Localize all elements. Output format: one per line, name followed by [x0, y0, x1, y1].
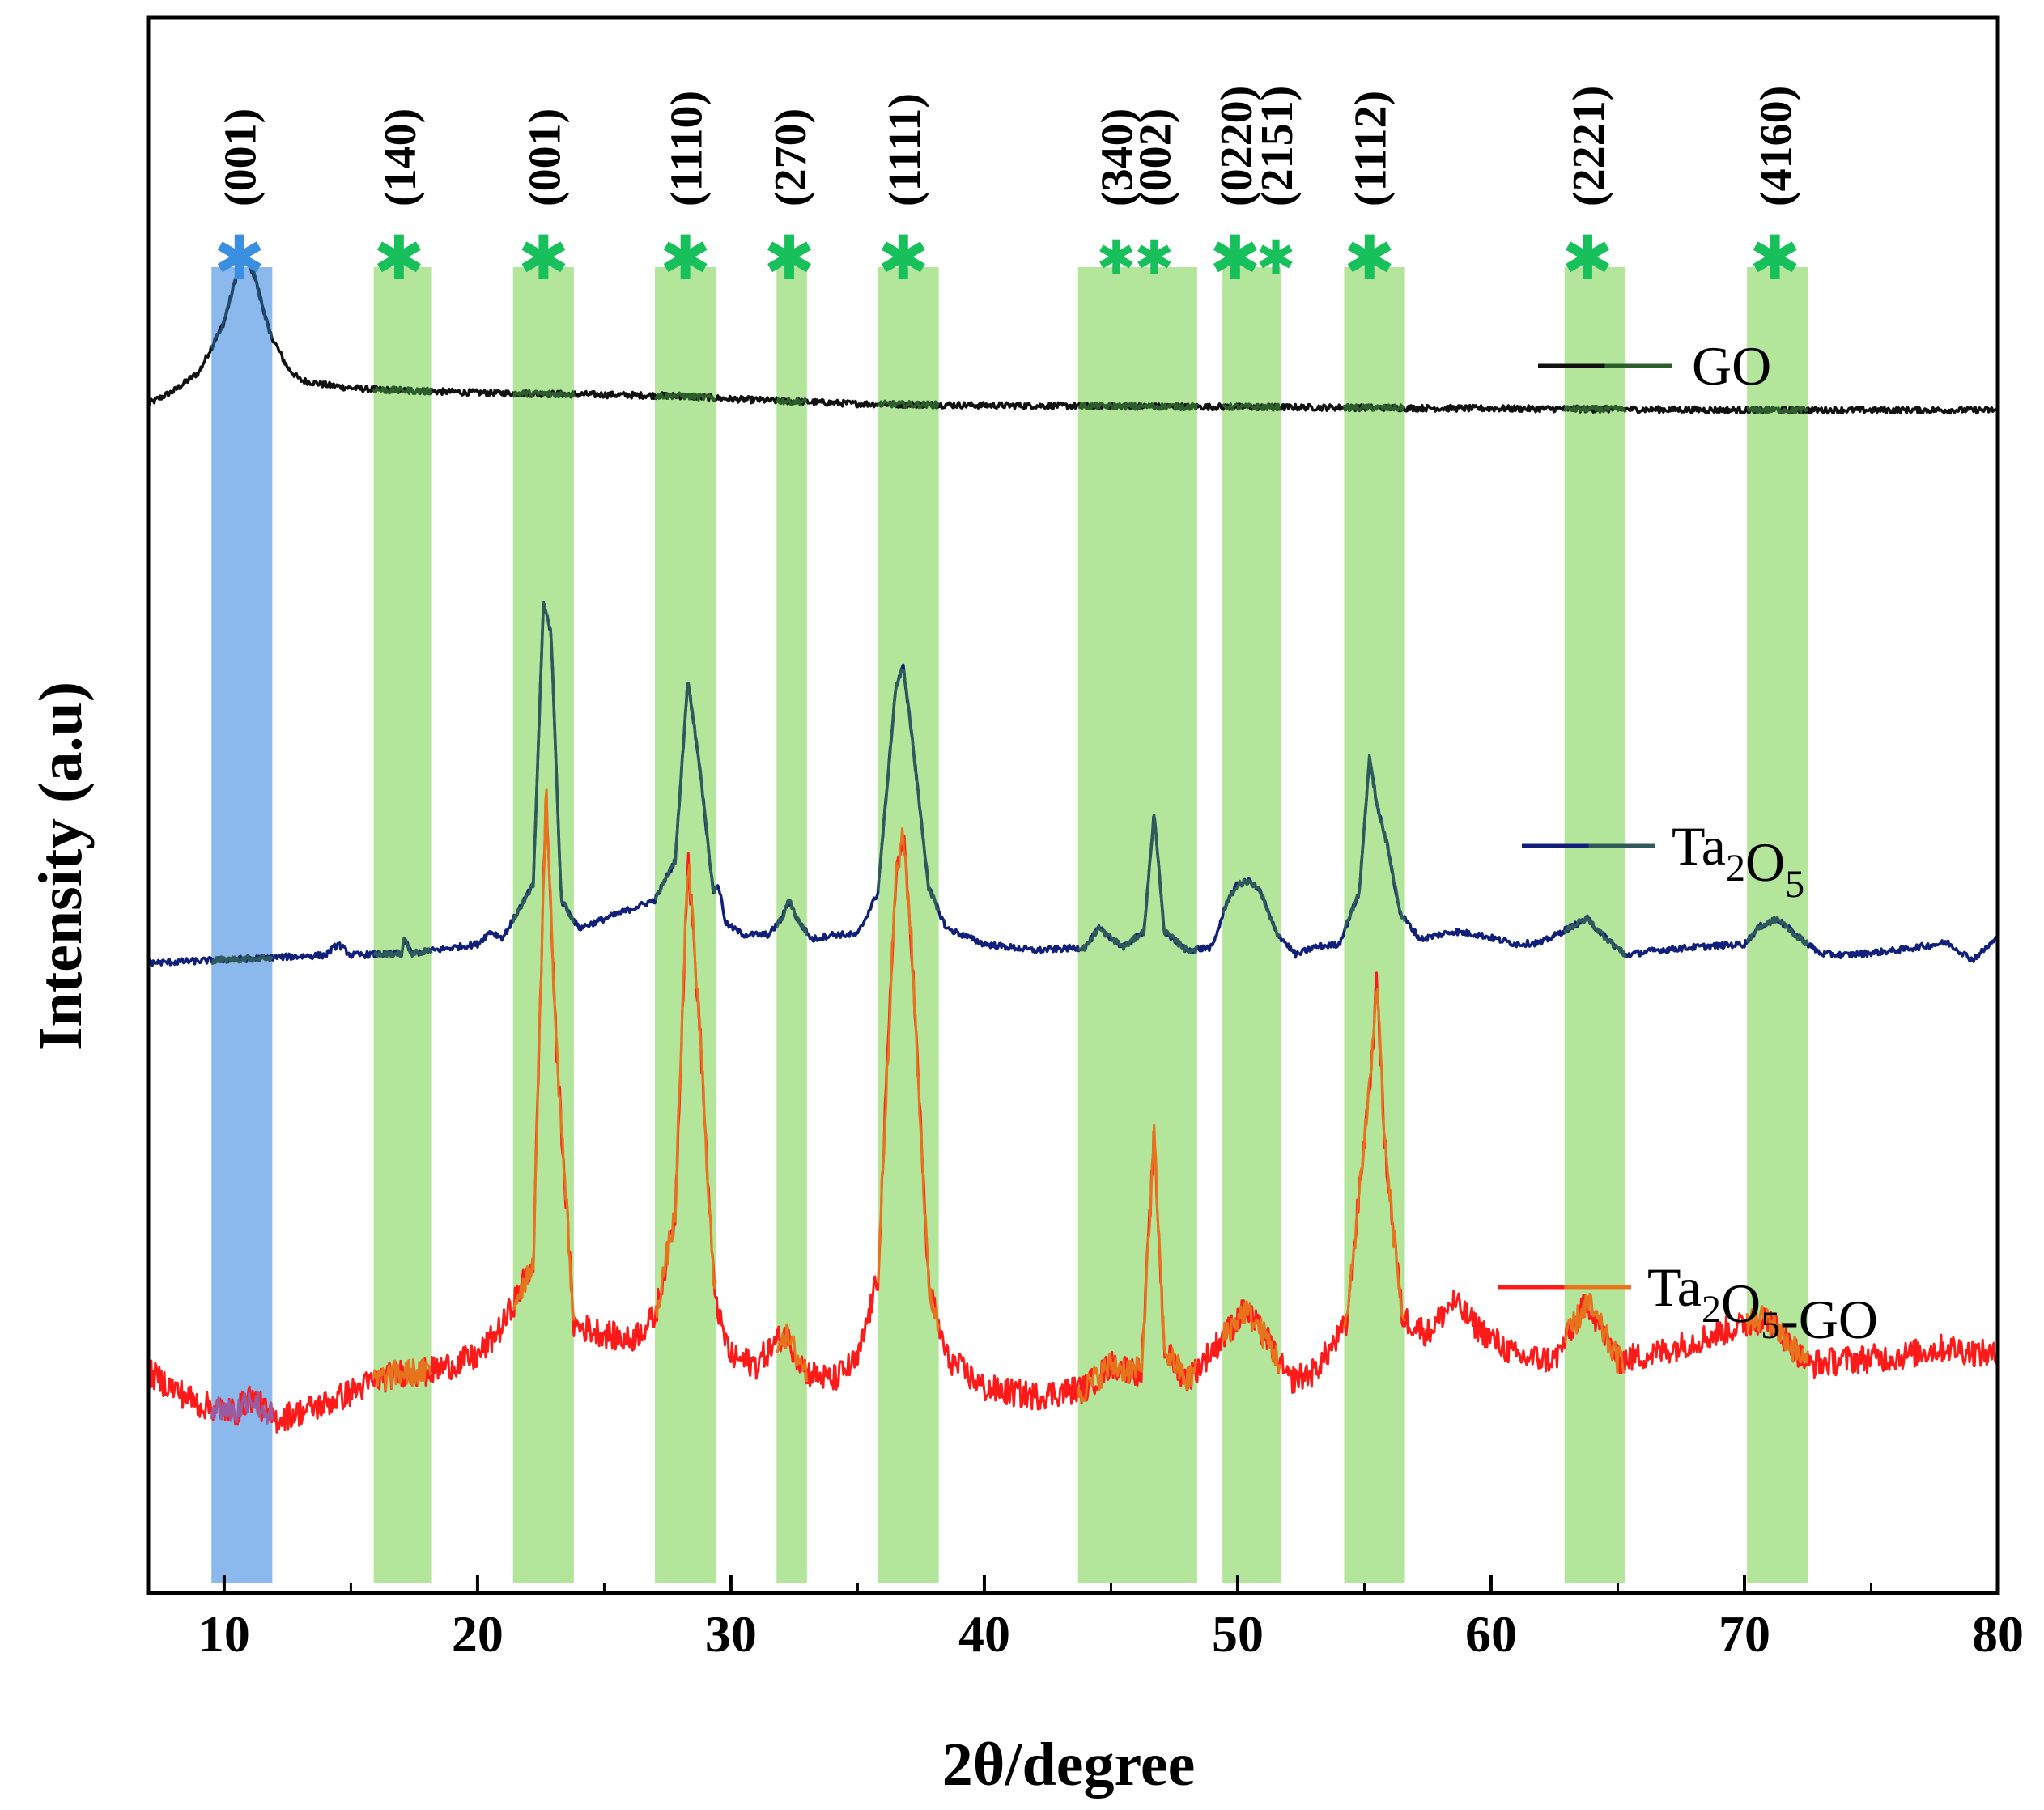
peak-bands [211, 267, 1808, 1583]
band-001-0 [211, 267, 273, 1583]
series-overlay-ta2o5-go-6 [1077, 1124, 1198, 1403]
series-overlay-ta2o5-10 [1342, 754, 1407, 932]
series-line-ta2o5 [147, 602, 1999, 967]
peak-marker-star: ✱ [214, 222, 266, 294]
series-overlay-go-8 [1221, 402, 1281, 412]
x-axis-ticks: 10 20 30 40 50 60 70 80 [198, 1575, 2024, 1663]
series-overlay-go-4 [775, 396, 808, 406]
x-tick-label: 80 [1972, 1605, 2024, 1663]
x-tick-label: 10 [198, 1605, 250, 1663]
y-axis-title: Intensity (a.u) [27, 682, 95, 1051]
band-label-340: (340) [1093, 108, 1143, 206]
band-1111-5 [878, 267, 939, 1583]
band-label-001: (001) [520, 108, 570, 206]
series-overlay-ta2o5-go-1 [372, 1358, 433, 1391]
series-overlay-ta2o5-go-4 [775, 1323, 809, 1383]
series-overlay-ta2o5-go-2 [512, 788, 576, 1321]
series-overlay-ta2o5-12 [1745, 916, 1809, 946]
series-line-go [147, 252, 1999, 415]
series-overlay-ta2o5-1 [372, 936, 433, 958]
band-label-2151: (2151) [1252, 86, 1302, 206]
band-label-001: (001) [216, 108, 266, 206]
peak-marker-star: ✱ [1344, 222, 1396, 294]
series-overlay-ta2o5-go-3 [654, 863, 717, 1319]
legend-item-ta2o5: Ta2O5 [1522, 815, 1804, 906]
band-label-4160: (4160) [1752, 86, 1802, 206]
xrd-series [147, 251, 1999, 1434]
x-tick-label: 20 [452, 1605, 504, 1663]
legend-item-go: GO [1538, 335, 1771, 397]
legend-item-ta2o5-go: Ta2O5-GO [1498, 1256, 1878, 1350]
band-label-140: (140) [376, 108, 426, 206]
peak-marker-star: ✱ [1256, 230, 1296, 285]
x-tick-label: 50 [1212, 1605, 1264, 1663]
series-line-ta2o5-go [147, 795, 1999, 1434]
legend-label: Ta2O5 [1672, 815, 1804, 906]
series-overlay-ta2o5-go-8 [1221, 1300, 1281, 1374]
peak-marker-star: ✱ [373, 222, 425, 294]
band-label-1111: (1111) [880, 93, 930, 206]
band-label-1110: (1110) [662, 91, 712, 206]
series-overlay-go-2 [512, 389, 576, 399]
band-label-1112: (1112) [1346, 91, 1396, 206]
x-tick-label: 60 [1465, 1605, 1517, 1663]
series-overlay-ta2o5-2 [511, 601, 576, 924]
x-tick-label: 40 [958, 1605, 1010, 1663]
series-overlay-ta2o5-go-5 [877, 827, 941, 1332]
peak-marker-star: ✱ [1134, 230, 1174, 285]
series-overlay-go-3 [654, 391, 717, 402]
band-labels: (001) ✱ (140) ✱ (001) ✱ (1110) ✱ (270) ✱ (1111) ✱ (3… [214, 86, 1802, 294]
peak-marker-star: ✱ [517, 222, 569, 294]
peak-marker-star: ✱ [1096, 230, 1136, 285]
x-axis-title: 2θ/degree [942, 1731, 1196, 1799]
series-overlay-ta2o5-5 [876, 668, 941, 911]
series-overlay-go-12 [1746, 406, 1808, 414]
band-label-0220: (0220) [1212, 86, 1262, 206]
series-overlay-go-5 [876, 399, 940, 410]
peak-marker-star: ✱ [763, 222, 815, 294]
series-overlay-go-1 [372, 385, 433, 396]
peak-marker-star: ✱ [1209, 222, 1261, 294]
peak-marker-star: ✱ [660, 222, 712, 294]
legend-label: Ta2O5-GO [1647, 1256, 1878, 1350]
band-0220-8 [1222, 267, 1281, 1583]
plot-frame [146, 15, 2000, 1595]
x-tick-label: 30 [705, 1605, 757, 1663]
band-label-002: (002) [1131, 108, 1181, 206]
series-overlay-ta2o5-go-10 [1342, 988, 1406, 1328]
series-overlay-go-10 [1342, 402, 1406, 413]
peak-marker-star: ✱ [1562, 222, 1613, 294]
band-label-270: (270) [766, 108, 816, 206]
peak-marker-star: ✱ [1749, 222, 1801, 294]
series-overlay-go-6 [1077, 401, 1199, 411]
series-overlay-go-0 [210, 251, 274, 350]
series-overlay-ta2o5-go-0 [210, 1391, 274, 1425]
series-overlay-go-11 [1563, 404, 1627, 414]
series-overlay-ta2o5-0 [210, 954, 274, 965]
series-overlay-ta2o5-6 [1077, 814, 1199, 954]
series-overlay-ta2o5-8 [1221, 877, 1281, 938]
series-overlay-ta2o5-4 [775, 899, 809, 936]
series-overlay-ta2o5-3 [653, 682, 717, 901]
series-overlay-ta2o5-go-11 [1564, 1293, 1626, 1374]
plot-border [146, 15, 2000, 1595]
band-4160-12 [1747, 267, 1808, 1583]
legend: GO Ta2O5 Ta2O5-GO [1498, 335, 1878, 1350]
x-tick-label: 70 [1719, 1605, 1770, 1663]
peak-marker-star: ✱ [878, 222, 929, 294]
legend-label: GO [1692, 335, 1771, 397]
series-overlay-ta2o5-go-12 [1745, 1305, 1809, 1364]
series-overlay-ta2o5-11 [1563, 915, 1627, 958]
band-1112-10 [1344, 267, 1405, 1583]
band-label-2221: (2221) [1564, 86, 1614, 206]
